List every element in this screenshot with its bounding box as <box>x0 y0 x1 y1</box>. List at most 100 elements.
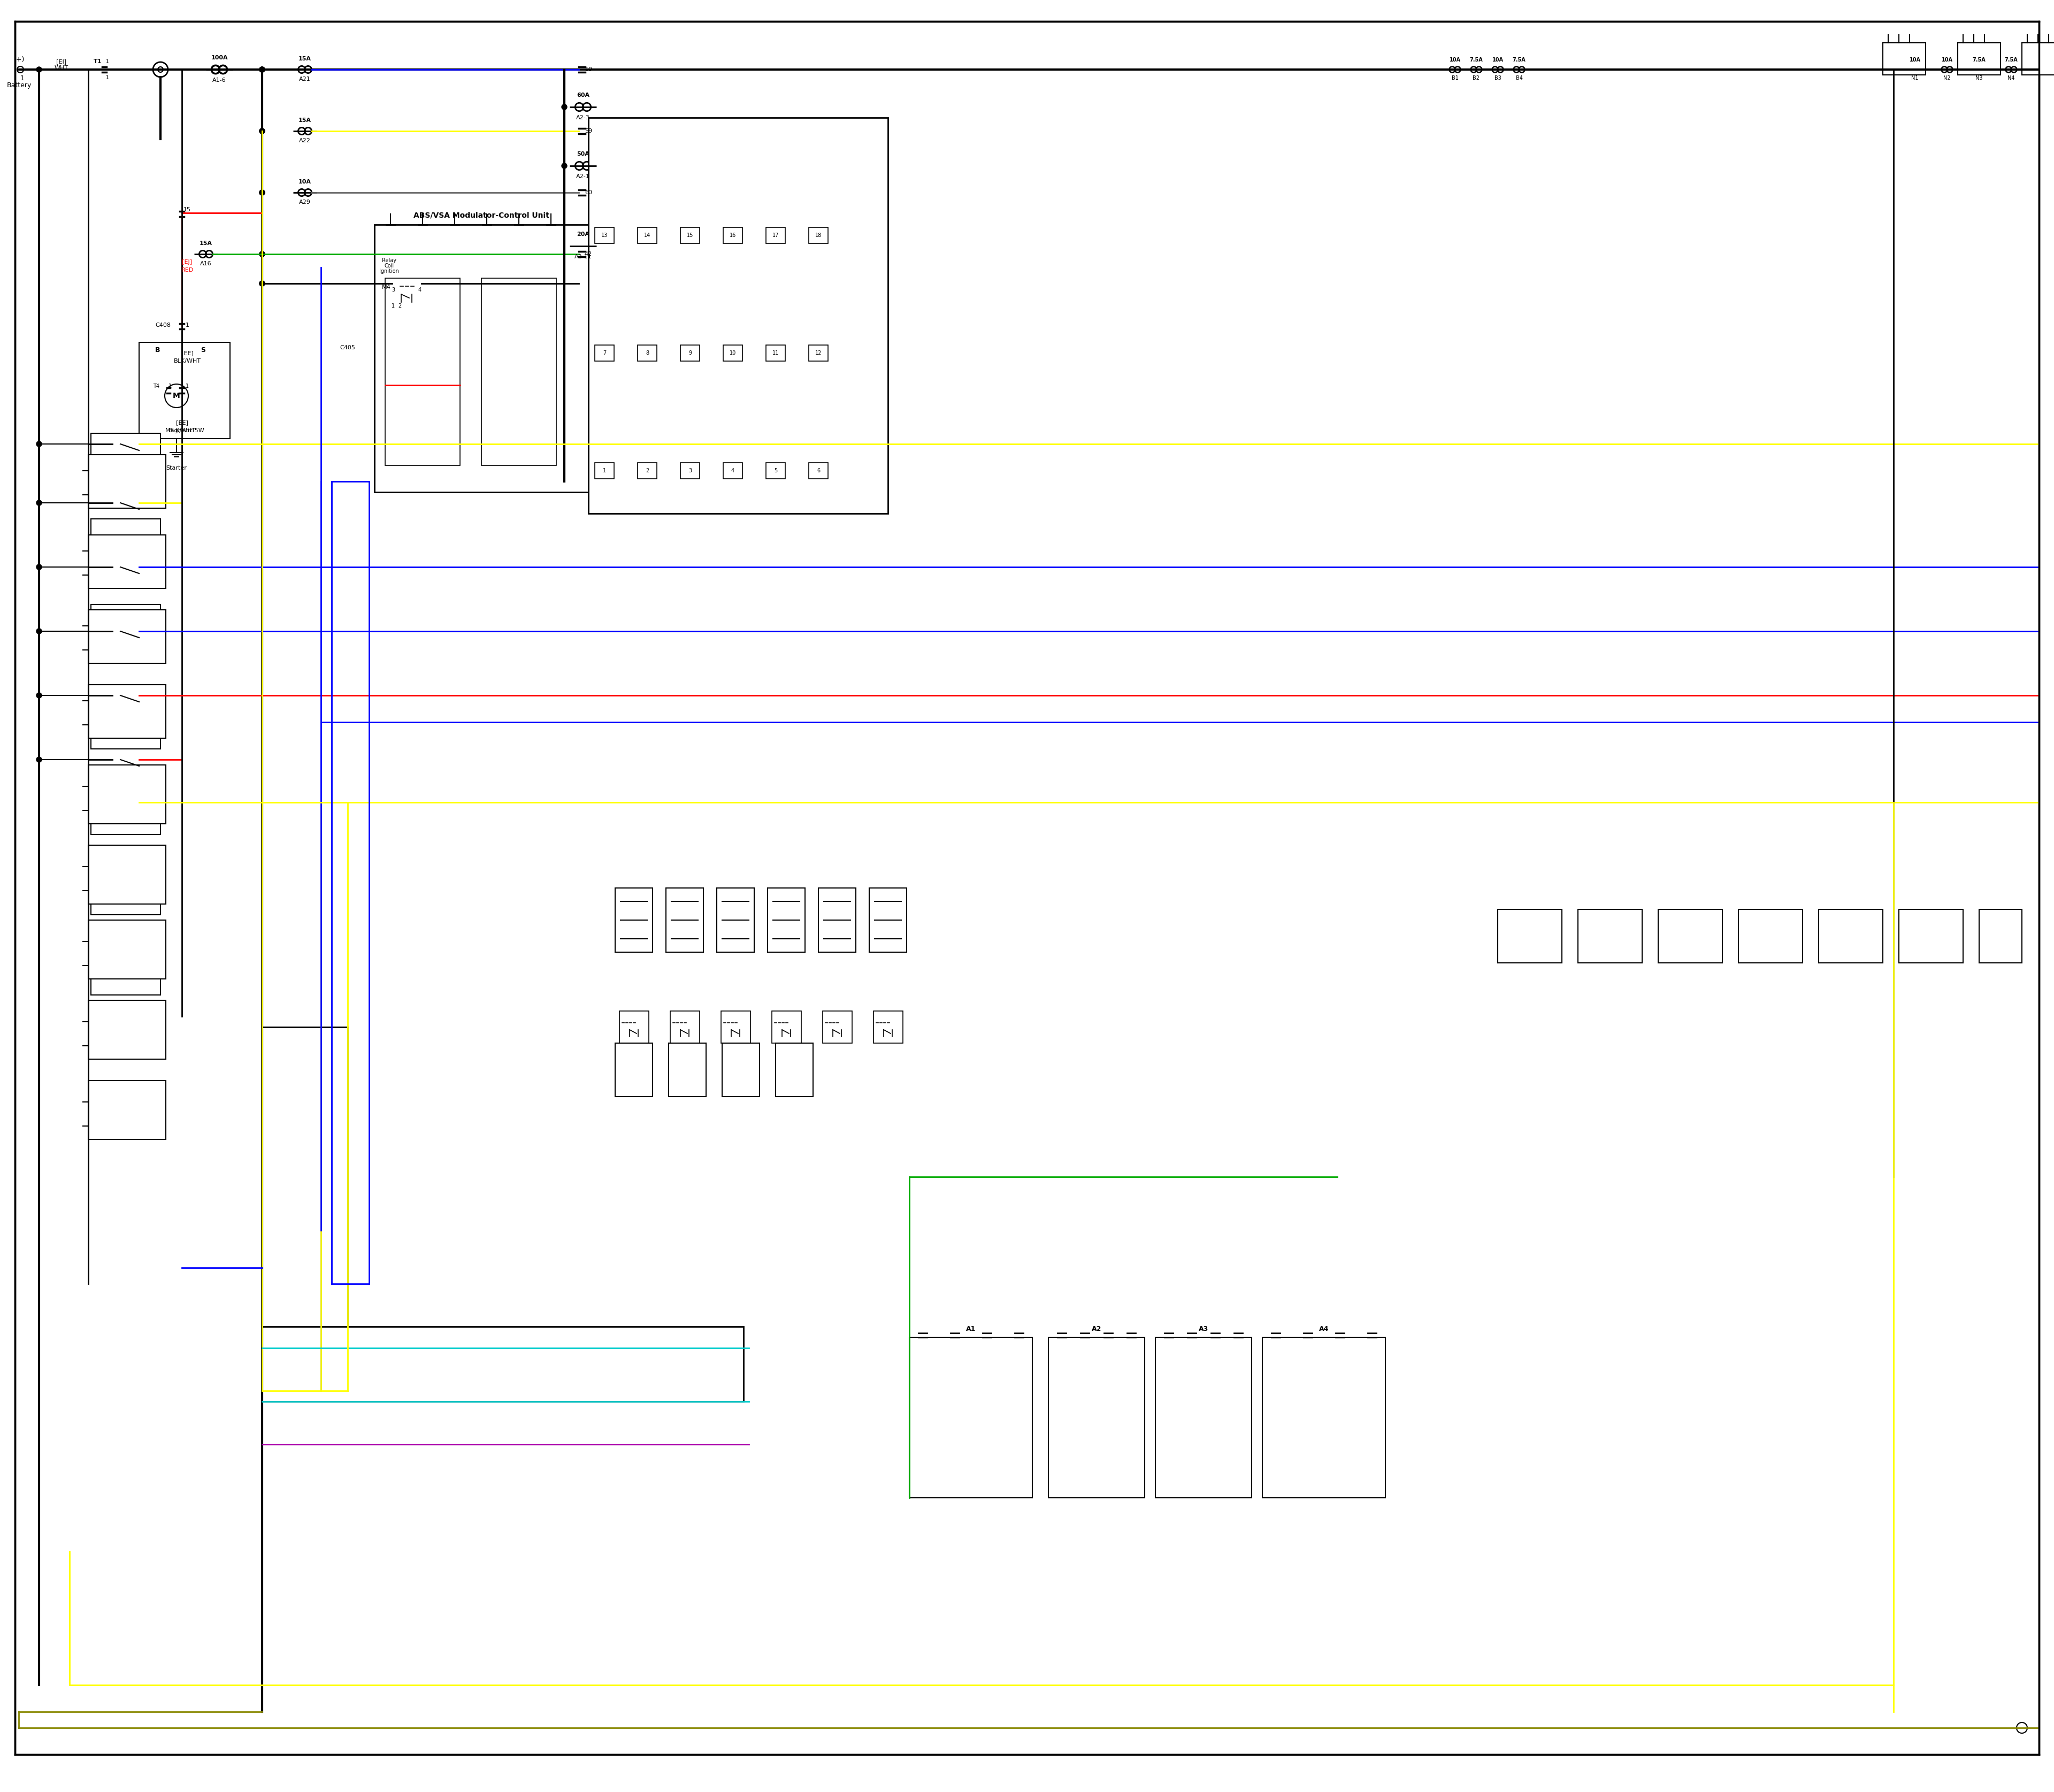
Text: 14: 14 <box>645 233 651 238</box>
Bar <box>1577 909 1641 962</box>
Text: A16: A16 <box>199 262 212 267</box>
Text: 1: 1 <box>168 383 173 389</box>
Text: [EI]: [EI] <box>55 59 66 65</box>
Text: 16: 16 <box>729 233 735 238</box>
Text: N2: N2 <box>1943 75 1951 81</box>
Bar <box>386 278 460 466</box>
Text: 1: 1 <box>21 75 25 82</box>
Circle shape <box>561 244 567 249</box>
Text: 4: 4 <box>417 287 421 292</box>
Circle shape <box>259 281 265 287</box>
Bar <box>140 342 230 439</box>
Text: A2-1: A2-1 <box>577 174 589 179</box>
Bar <box>680 462 700 478</box>
Bar <box>88 846 166 903</box>
Text: 7.5A: 7.5A <box>2005 57 2017 63</box>
Text: Battery: Battery <box>6 82 31 90</box>
Bar <box>1980 909 2021 962</box>
Text: Starter: Starter <box>166 466 187 471</box>
Bar <box>637 228 657 244</box>
Circle shape <box>259 190 265 195</box>
Bar <box>90 604 160 663</box>
Bar <box>809 462 828 478</box>
Bar <box>88 536 166 588</box>
Bar <box>263 1326 744 1401</box>
Text: 3: 3 <box>392 287 394 292</box>
Text: 6: 6 <box>817 468 820 473</box>
Bar <box>1898 909 1964 962</box>
Bar <box>723 228 741 244</box>
Circle shape <box>259 66 265 72</box>
Bar <box>766 462 785 478</box>
Bar <box>721 1011 750 1043</box>
Bar <box>90 520 160 577</box>
Text: A21: A21 <box>300 77 310 82</box>
Text: 11: 11 <box>772 351 778 357</box>
Text: 10A: 10A <box>1450 57 1460 63</box>
Text: T4: T4 <box>152 383 160 389</box>
Circle shape <box>259 129 265 134</box>
Bar <box>1884 43 1927 75</box>
Text: A2: A2 <box>1091 1326 1101 1333</box>
Bar <box>680 346 700 360</box>
Bar <box>90 690 160 749</box>
Bar <box>596 346 614 360</box>
Text: 15: 15 <box>183 208 191 213</box>
Bar <box>1658 909 1723 962</box>
Text: 10A: 10A <box>1910 57 1920 63</box>
Text: 10A: 10A <box>298 179 312 185</box>
Circle shape <box>259 251 265 256</box>
Text: 1: 1 <box>185 383 189 389</box>
Text: 7.5A: 7.5A <box>1512 57 1526 63</box>
Text: 7.5A: 7.5A <box>1471 57 1483 63</box>
Text: 10: 10 <box>729 351 735 357</box>
Bar <box>809 346 828 360</box>
Text: A29: A29 <box>300 199 310 204</box>
Circle shape <box>259 190 265 195</box>
Bar <box>88 1081 166 1140</box>
Circle shape <box>37 564 41 570</box>
Text: 20A: 20A <box>577 231 589 237</box>
Text: 1: 1 <box>185 323 189 328</box>
Text: A1: A1 <box>965 1326 976 1333</box>
Bar <box>88 455 166 509</box>
Text: 13: 13 <box>602 233 608 238</box>
Bar <box>670 1011 698 1043</box>
Bar <box>637 462 657 478</box>
Bar <box>772 1011 801 1043</box>
Text: 3: 3 <box>688 468 692 473</box>
Text: 7: 7 <box>602 351 606 357</box>
Bar <box>618 1011 649 1043</box>
Text: 12: 12 <box>815 351 822 357</box>
Bar <box>88 609 166 663</box>
Text: 1: 1 <box>105 59 109 65</box>
Bar <box>90 434 160 493</box>
Text: ABS/VSA Modulator-Control Unit: ABS/VSA Modulator-Control Unit <box>413 211 548 219</box>
Text: 8: 8 <box>645 351 649 357</box>
Text: [EE]: [EE] <box>177 419 189 425</box>
Circle shape <box>561 163 567 168</box>
Text: 100A: 100A <box>212 56 228 61</box>
Text: M4: M4 <box>382 285 390 290</box>
Bar <box>637 346 657 360</box>
Text: B4: B4 <box>1516 75 1522 81</box>
Text: 7.5A: 7.5A <box>1972 57 1986 63</box>
Text: T1: T1 <box>94 59 103 65</box>
Bar <box>1957 43 2001 75</box>
Text: 59: 59 <box>585 129 592 134</box>
Text: B1: B1 <box>1452 75 1458 81</box>
Bar <box>723 1043 760 1097</box>
Bar <box>723 346 741 360</box>
Text: 18: 18 <box>815 233 822 238</box>
Bar <box>665 889 702 952</box>
Text: C408: C408 <box>156 323 170 328</box>
Text: N4: N4 <box>2007 75 2015 81</box>
Bar <box>822 1011 852 1043</box>
Text: B: B <box>156 348 160 353</box>
Bar <box>90 776 160 835</box>
Text: BLK/WHT: BLK/WHT <box>175 358 201 364</box>
Bar <box>88 919 166 978</box>
Bar <box>1048 1337 1144 1498</box>
Circle shape <box>561 104 567 109</box>
Circle shape <box>37 500 41 505</box>
